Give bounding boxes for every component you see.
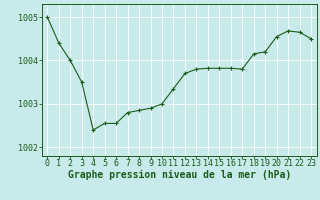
X-axis label: Graphe pression niveau de la mer (hPa): Graphe pression niveau de la mer (hPa) [68, 170, 291, 180]
